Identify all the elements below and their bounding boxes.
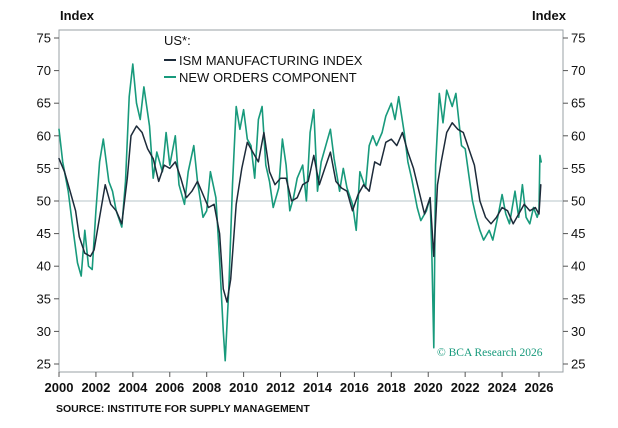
y-axis-left: 25 30 35 40 45 50 55 60 65 70 75 <box>37 31 59 372</box>
legend-label-ism: ISM MANUFACTURING INDEX <box>179 53 363 68</box>
y-tick-right-label: 50 <box>571 194 585 209</box>
y-tick-right-label: 60 <box>571 128 585 143</box>
x-tick-label: 2000 <box>45 380 74 395</box>
x-tick-label: 2018 <box>377 380 406 395</box>
legend-label-new-orders: NEW ORDERS COMPONENT <box>179 70 357 85</box>
y-tick-left-label: 25 <box>37 357 51 372</box>
y-tick-right-label: 65 <box>571 96 585 111</box>
y-tick-left-label: 65 <box>37 96 51 111</box>
y-tick-left-label: 70 <box>37 63 51 78</box>
y-tick-left-label: 60 <box>37 128 51 143</box>
x-tick-label: 2022 <box>451 380 480 395</box>
y-tick-right-label: 75 <box>571 31 585 46</box>
x-tick-label: 2004 <box>118 380 148 395</box>
y-tick-left-label: 45 <box>37 226 51 241</box>
legend-title: US*: <box>164 33 191 48</box>
legend: US*: ISM MANUFACTURING INDEX NEW ORDERS … <box>164 33 363 85</box>
x-tick-label: 2020 <box>414 380 443 395</box>
x-tick-label: 2010 <box>229 380 258 395</box>
y-tick-left-label: 35 <box>37 291 51 306</box>
y-tick-left-label: 55 <box>37 161 51 176</box>
y-tick-left-label: 50 <box>37 194 51 209</box>
y-axis-right: 25 30 35 40 45 50 55 60 65 70 75 <box>563 31 585 372</box>
y-tick-right-label: 30 <box>571 324 585 339</box>
y-tick-right-label: 70 <box>571 63 585 78</box>
x-tick-label: 2012 <box>266 380 295 395</box>
x-tick-label: 2016 <box>340 380 369 395</box>
series-line-new-orders <box>58 63 543 362</box>
y-tick-right-label: 45 <box>571 226 585 241</box>
y-tick-left-label: 75 <box>37 31 51 46</box>
x-tick-label: 2026 <box>525 380 554 395</box>
series-line-ism <box>58 122 542 303</box>
watermark-text: © BCA Research 2026 <box>437 347 543 359</box>
x-tick-label: 2006 <box>155 380 184 395</box>
y-tick-right-label: 25 <box>571 357 585 372</box>
y-tick-right-label: 55 <box>571 161 585 176</box>
x-tick-label: 2024 <box>488 380 518 395</box>
watermark: © BCA Research 2026 <box>437 347 543 359</box>
y-unit-right: Index <box>532 8 567 23</box>
x-tick-label: 2008 <box>192 380 221 395</box>
x-tick-label: 2014 <box>303 380 333 395</box>
y-tick-left-label: 30 <box>37 324 51 339</box>
y-tick-right-label: 35 <box>571 291 585 306</box>
x-axis: 2000 2002 2004 2006 2008 2010 2012 2014 2016 2018… <box>45 372 554 395</box>
y-unit-left: Index <box>60 8 95 23</box>
series-group <box>58 63 543 362</box>
x-tick-label: 2002 <box>81 380 110 395</box>
y-tick-left-label: 40 <box>37 259 51 274</box>
source-note: SOURCE: INSTITUTE FOR SUPPLY MANAGEMENT <box>56 403 310 415</box>
y-tick-right-label: 40 <box>571 259 585 274</box>
